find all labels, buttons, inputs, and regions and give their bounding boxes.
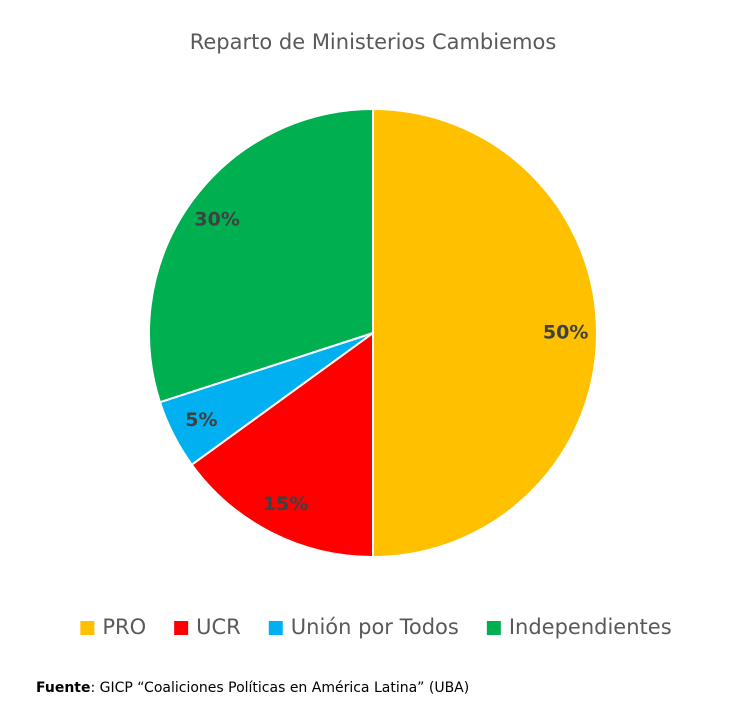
pie-slice [148,107,374,404]
source-label: Fuente [36,680,90,696]
value-label: 50% [543,322,588,344]
chart-title: Reparto de Ministerios Cambiemos [190,30,557,54]
value-label: 30% [194,208,239,230]
legend-label: UCR [196,615,241,639]
value-label: 5% [185,409,217,431]
source: Fuente: GICP “Coaliciones Políticas en A… [36,680,469,696]
value-label: 15% [263,493,308,515]
legend-swatch [174,621,189,635]
legend-label: PRO [102,615,146,639]
legend-swatch [80,621,95,635]
source-text: : GICP “Coaliciones Políticas en América… [90,680,469,696]
legend-label: Unión por Todos [291,615,459,639]
pie-slice [190,331,374,559]
legend-swatch [486,621,501,635]
legend-swatch [268,621,283,635]
legend: PRO UCR Unión por Todos Independientes [80,615,672,639]
pie-slice [372,107,598,559]
legend-label: Independientes [509,615,672,639]
pie: 50% 15% 5% 30% [148,107,598,559]
